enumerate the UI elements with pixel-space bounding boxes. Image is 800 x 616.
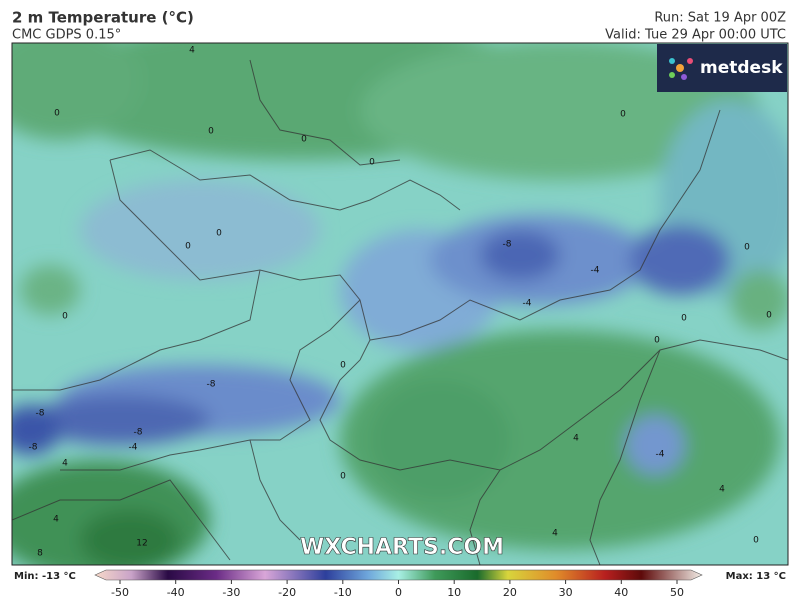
logo: metdesk xyxy=(700,58,783,78)
contour-label: 0 xyxy=(744,243,750,253)
contour-label: 8 xyxy=(37,549,43,559)
contour-label: -4 xyxy=(523,299,532,309)
valid-time: Valid: Tue 29 Apr 00:00 UTC xyxy=(605,28,786,43)
watermark: WXCHARTS.COM xyxy=(300,535,504,560)
contour-label: -8 xyxy=(36,409,45,419)
contour-label: -8 xyxy=(503,240,512,250)
contour-label: -8 xyxy=(207,380,216,390)
contour-label: 0 xyxy=(753,536,759,546)
model: CMC GDPS 0.15° xyxy=(12,28,121,43)
contour-label: 0 xyxy=(54,109,60,119)
contour-label: 4 xyxy=(719,485,725,495)
contour-label: 0 xyxy=(62,312,68,322)
contour-label: 0 xyxy=(216,229,222,239)
contour-label: 0 xyxy=(340,361,346,371)
colorbar-tick-label: 30 xyxy=(559,586,573,599)
contour-label: 0 xyxy=(766,311,772,321)
colorbar-tick-label: 50 xyxy=(670,586,684,599)
contour-label: -4 xyxy=(656,450,665,460)
contour-label: 0 xyxy=(340,472,346,482)
contour-label: -4 xyxy=(591,266,600,276)
contour-label: -4 xyxy=(129,443,138,453)
colorbar-tick-label: -40 xyxy=(167,586,185,599)
contour-label: 4 xyxy=(552,529,558,539)
min-label: Min: -13 °C xyxy=(14,571,76,582)
contour-label: 0 xyxy=(185,242,191,252)
contour-label: 0 xyxy=(681,314,687,324)
colorbar xyxy=(94,569,703,581)
contour-label: 4 xyxy=(62,459,68,469)
colorbar-tick-label: 10 xyxy=(447,586,461,599)
contour-label: 0 xyxy=(301,135,307,145)
contour-label: -8 xyxy=(134,428,143,438)
colorbar-tick-label: -20 xyxy=(278,586,296,599)
colorbar-tick-label: -30 xyxy=(222,586,240,599)
contour-label: 4 xyxy=(53,515,59,525)
contour-label: 0 xyxy=(369,158,375,168)
map-frame xyxy=(11,42,789,566)
contour-label: 0 xyxy=(620,110,626,120)
colorbar-tick-label: 40 xyxy=(614,586,628,599)
max-label: Max: 13 °C xyxy=(726,571,786,582)
colorbar-tick-label: 20 xyxy=(503,586,517,599)
contour-label: 12 xyxy=(136,539,147,549)
contour-label: 4 xyxy=(573,434,579,444)
run-time: Run: Sat 19 Apr 00Z xyxy=(654,11,786,26)
colorbar-tick-label: -50 xyxy=(111,586,129,599)
colorbar-tick-label: 0 xyxy=(395,586,402,599)
colorbar-tick-label: -10 xyxy=(334,586,352,599)
map: 4 0 0 0 0 0 0 0 -8 -4 -4 0 0 0 0 0 0 -8 -8 -8 -4 -8 4 -4 4 0 4 4 12 8… xyxy=(12,43,788,565)
contour-label: 0 xyxy=(654,336,660,346)
contour-label: 4 xyxy=(189,46,195,56)
contour-label: 0 xyxy=(208,127,214,137)
title: 2 m Temperature (°C) xyxy=(12,9,194,27)
logo-mark xyxy=(669,58,693,80)
contour-label: -8 xyxy=(29,443,38,453)
